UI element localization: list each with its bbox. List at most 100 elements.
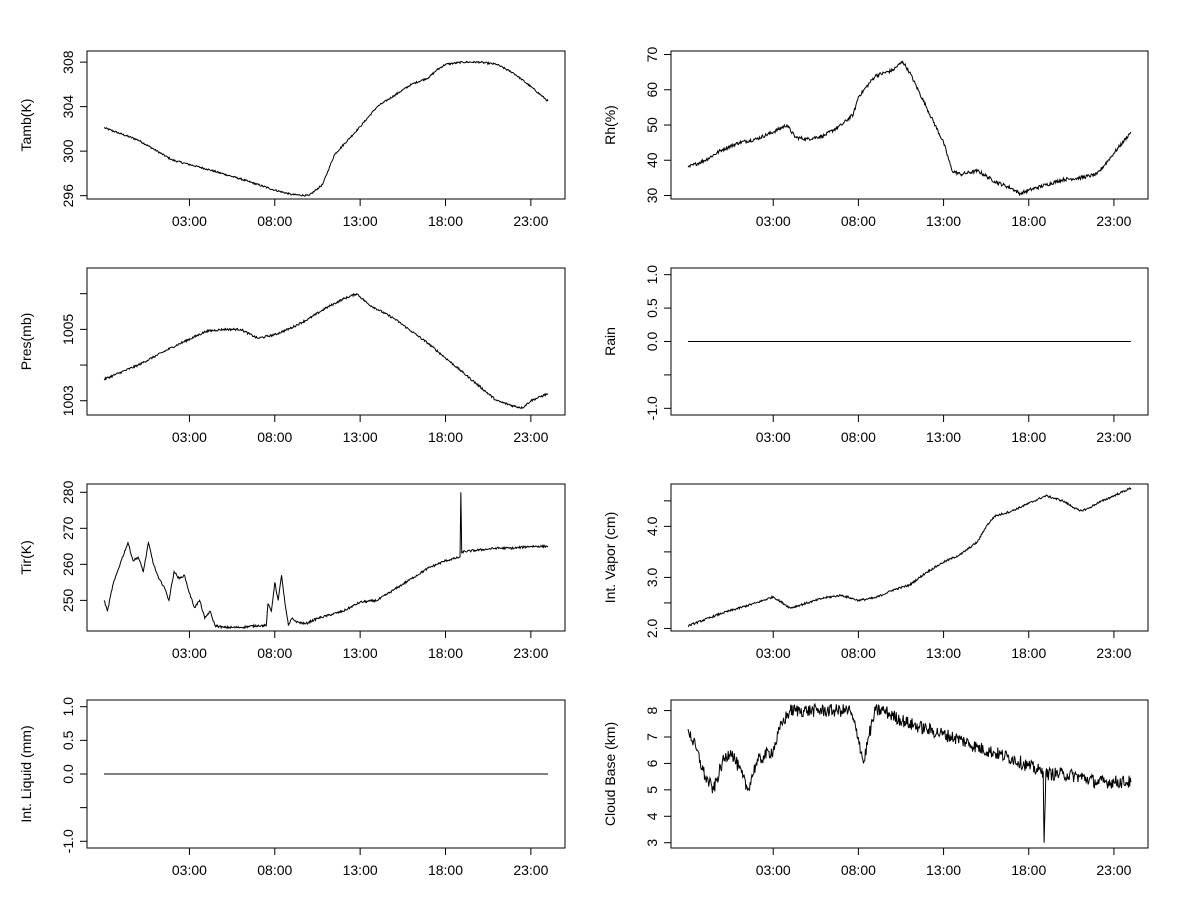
x-tick-label: 23:00 bbox=[513, 429, 548, 445]
x-tick-label: 23:00 bbox=[513, 213, 548, 229]
series-line-pres bbox=[103, 292, 549, 410]
y-tick-label: 0.5 bbox=[644, 298, 660, 318]
x-tick-label: 13:00 bbox=[343, 429, 378, 445]
y-tick-label: -1.0 bbox=[644, 396, 660, 420]
x-tick-label: 03:00 bbox=[172, 429, 207, 445]
x-tick-label: 18:00 bbox=[1011, 213, 1046, 229]
y-tick-label: 1.0 bbox=[60, 697, 76, 717]
chart-panel-2: 03:00 08:00 13:00 18:00 23:00 30 40 50 60 70 Rh(%) bbox=[602, 47, 1149, 229]
x-tick-label: 23:00 bbox=[1096, 213, 1131, 229]
y-tick-label: 260 bbox=[60, 552, 76, 576]
y-tick-label: 296 bbox=[60, 184, 76, 208]
y-tick-label: 270 bbox=[60, 516, 76, 540]
x-tick-label: 13:00 bbox=[343, 862, 378, 878]
y-tick-label: 304 bbox=[60, 95, 76, 119]
chart-panel-6: 03:00 08:00 13:00 18:00 23:00 2.0 3.0 4.0 Int. V… bbox=[602, 483, 1149, 661]
x-tick-label: 03:00 bbox=[756, 429, 791, 445]
y-tick-label: 1003 bbox=[60, 385, 76, 416]
y-tick-label: 250 bbox=[60, 588, 76, 612]
charts-layer: 03:00 08:00 13:00 18:00 23:00296300304308Tam… bbox=[18, 47, 1149, 878]
y-tick-label: 308 bbox=[60, 50, 76, 74]
chart-panel-1: 03:00 08:00 13:00 18:00 23:00 296 300 304 308 Tam… bbox=[18, 50, 566, 229]
x-tick-label: 08:00 bbox=[257, 645, 292, 661]
y-tick-label: 70 bbox=[644, 47, 660, 63]
x-tick-label: 03:00 bbox=[172, 862, 207, 878]
x-tick-label: 08:00 bbox=[257, 862, 292, 878]
y-tick-label: 1.0 bbox=[644, 265, 660, 285]
y-axis-title: Cloud Base (km) bbox=[602, 722, 618, 826]
y-tick-label: 30 bbox=[644, 187, 660, 203]
series-line-int-vapor bbox=[687, 486, 1132, 628]
y-tick-label: 5 bbox=[644, 786, 660, 794]
x-tick-label: 03:00 bbox=[756, 213, 791, 229]
chart-panel-4: 03:00 08:00 13:00 18:00 23:00 -1.0 0.0 0.5 1.0 Ra… bbox=[602, 265, 1149, 445]
y-axis-title: Int. Liquid (mm) bbox=[18, 725, 34, 822]
x-tick-label: 18:00 bbox=[1011, 645, 1046, 661]
series-line-rh bbox=[687, 60, 1132, 197]
x-tick-label: 18:00 bbox=[428, 429, 463, 445]
x-tick-label: 13:00 bbox=[343, 213, 378, 229]
x-tick-label: 18:00 bbox=[428, 213, 463, 229]
plot-frame bbox=[86, 267, 566, 416]
x-tick-label: 13:00 bbox=[343, 645, 378, 661]
y-axis-title: Tamb(K) bbox=[18, 99, 34, 152]
y-tick-label: 6 bbox=[644, 759, 660, 767]
x-tick-label: 08:00 bbox=[257, 213, 292, 229]
y-tick-label: 60 bbox=[644, 82, 660, 98]
x-tick-label: 08:00 bbox=[841, 645, 876, 661]
x-tick-label: 13:00 bbox=[926, 213, 961, 229]
y-tick-label: 0.5 bbox=[60, 730, 76, 750]
chart-panel-7: 03:00 08:00 13:00 18:00 23:00 -1.0 0.0 0.5 1.0 In… bbox=[18, 697, 566, 878]
y-axis-title: Pres(mb) bbox=[18, 313, 34, 371]
y-tick-label: 3.0 bbox=[644, 567, 660, 587]
chart-panel-5: 03:00 08:00 13:00 18:00 23:00 250 260 270 280 Tir… bbox=[18, 480, 566, 661]
x-tick-label: 13:00 bbox=[926, 862, 961, 878]
x-tick-label: 23:00 bbox=[1096, 429, 1131, 445]
x-tick-label: 03:00 bbox=[756, 645, 791, 661]
x-tick-label: 08:00 bbox=[841, 429, 876, 445]
y-tick-label: 2.0 bbox=[644, 619, 660, 639]
y-tick-label: 50 bbox=[644, 117, 660, 133]
x-tick-label: 08:00 bbox=[841, 213, 876, 229]
plot-frame bbox=[86, 50, 566, 200]
x-tick-label: 03:00 bbox=[756, 862, 791, 878]
x-tick-label: 23:00 bbox=[513, 645, 548, 661]
chart-panel-3: 03:00 08:00 13:00 18:00 23:00 1003 1005 Pres(mb… bbox=[18, 267, 566, 445]
y-tick-label: 0.0 bbox=[644, 332, 660, 352]
y-axis-title: Rain bbox=[602, 327, 618, 356]
y-tick-label: 280 bbox=[60, 480, 76, 504]
x-tick-label: 08:00 bbox=[257, 429, 292, 445]
plot-frame bbox=[670, 50, 1149, 200]
x-tick-label: 18:00 bbox=[428, 645, 463, 661]
x-tick-label: 18:00 bbox=[1011, 862, 1046, 878]
y-tick-label: 0.0 bbox=[60, 764, 76, 784]
x-tick-label: 08:00 bbox=[841, 862, 876, 878]
x-tick-label: 23:00 bbox=[1096, 645, 1131, 661]
y-tick-label: 3 bbox=[644, 839, 660, 847]
y-tick-label: -1.0 bbox=[60, 829, 76, 853]
y-tick-label: 7 bbox=[644, 733, 660, 741]
y-axis-title: Rh(%) bbox=[602, 105, 618, 145]
y-tick-label: 40 bbox=[644, 152, 660, 168]
y-tick-label: 1005 bbox=[60, 314, 76, 345]
x-tick-label: 18:00 bbox=[1011, 429, 1046, 445]
x-tick-label: 23:00 bbox=[513, 862, 548, 878]
y-axis-title: Tir(K) bbox=[18, 540, 34, 574]
x-tick-label: 13:00 bbox=[926, 645, 961, 661]
x-tick-label: 03:00 bbox=[172, 645, 207, 661]
x-tick-label: 13:00 bbox=[926, 429, 961, 445]
series-line-tamb bbox=[104, 60, 549, 197]
y-tick-label: 8 bbox=[644, 706, 660, 714]
plot-frame bbox=[670, 483, 1149, 632]
y-tick-label: 4.0 bbox=[644, 516, 660, 536]
chart-panel-8: 03:00 08:00 13:00 18:00 23:00 3 4 5 6 7 8 Cloud Bas… bbox=[602, 699, 1149, 878]
series-line-cloud-base bbox=[687, 702, 1132, 843]
plot-frame bbox=[86, 483, 566, 632]
series-line-tir bbox=[103, 492, 549, 630]
y-axis-title: Int. Vapor (cm) bbox=[602, 512, 618, 604]
y-tick-label: 300 bbox=[60, 139, 76, 163]
plot-frame bbox=[670, 699, 1149, 849]
x-tick-label: 23:00 bbox=[1096, 862, 1131, 878]
x-tick-label: 18:00 bbox=[428, 862, 463, 878]
